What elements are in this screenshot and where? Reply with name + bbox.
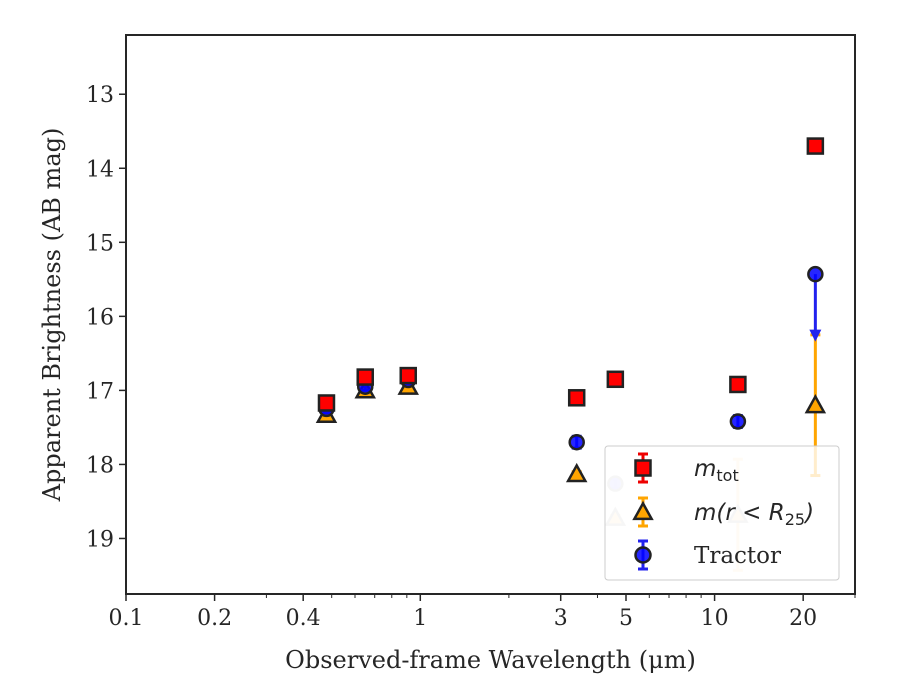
- data-point: [729, 413, 747, 430]
- marker-triangle: [565, 462, 588, 483]
- y-axis-label: Apparent Brightness (AB mag): [38, 128, 66, 503]
- marker-square: [399, 366, 417, 385]
- data-point: [807, 265, 824, 342]
- x-tick-label: 1: [413, 606, 427, 631]
- marker-square: [806, 137, 825, 155]
- data-point: [567, 389, 586, 407]
- y-tick-label: 15: [86, 231, 114, 256]
- legend-label: mtot: [694, 456, 739, 485]
- x-axis-label: Observed-frame Wavelength (μm): [285, 646, 696, 674]
- y-tick-label: 18: [86, 453, 114, 478]
- data-series: [315, 137, 827, 572]
- legend-marker-circle: [634, 546, 652, 564]
- arrow-head: [809, 329, 822, 342]
- x-tick-label: 3: [554, 606, 568, 631]
- data-point: [317, 394, 336, 412]
- legend-label: m(r < R25): [694, 500, 814, 529]
- marker-circle: [568, 433, 585, 451]
- x-tick-label: 5: [619, 606, 633, 631]
- marker-triangle: [804, 393, 827, 414]
- data-point: [565, 462, 588, 483]
- x-axis-ticks: 0.1 0.2 0.4 1 3 5 10 20: [109, 594, 856, 631]
- marker-circle: [807, 265, 824, 283]
- data-point: [356, 368, 374, 386]
- marker-square: [317, 394, 336, 412]
- axes-frame: [125, 34, 856, 595]
- y-tick-label: 19: [86, 527, 114, 552]
- legend-box: [604, 445, 840, 581]
- x-tick-label: 0.2: [197, 606, 232, 631]
- marker-circle: [729, 413, 747, 430]
- y-tick-label: 13: [86, 83, 114, 108]
- y-tick-label: 17: [86, 379, 114, 404]
- legend: mtot m(r < R25) Tractor: [604, 445, 840, 581]
- data-point: [568, 433, 585, 451]
- x-tick-label: 20: [789, 606, 817, 631]
- x-tick-label: 10: [701, 606, 729, 631]
- legend-marker-triangle: [632, 500, 654, 521]
- y-axis-ticks: 13 14 15 16 17 18 19: [86, 83, 126, 552]
- data-point: [806, 137, 825, 155]
- data-point: [399, 366, 417, 385]
- x-tick-label: 0.1: [109, 606, 144, 631]
- marker-square: [356, 368, 374, 386]
- marker-square: [567, 389, 586, 407]
- y-tick-label: 14: [86, 157, 114, 182]
- y-tick-label: 16: [86, 305, 114, 330]
- legend-marker-square: [634, 459, 652, 477]
- marker-square: [606, 370, 625, 389]
- marker-square: [729, 375, 747, 394]
- x-tick-label: 0.4: [286, 606, 321, 631]
- series-square: [317, 137, 825, 412]
- data-point: [729, 375, 747, 394]
- legend-label: Tractor: [694, 543, 781, 569]
- data-point: [606, 370, 625, 389]
